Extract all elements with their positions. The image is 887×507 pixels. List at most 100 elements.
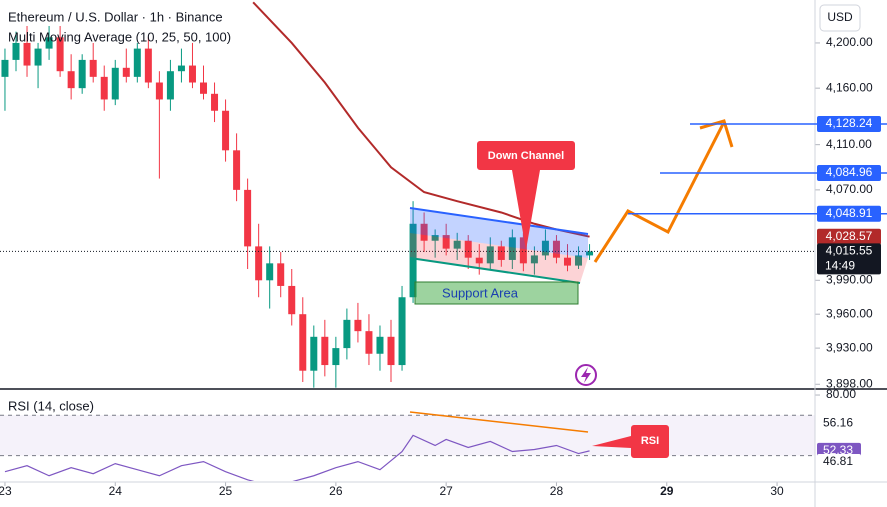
drawings: Support Area Down Channel RSI xyxy=(409,119,734,458)
candle-body xyxy=(188,65,196,83)
candle-body xyxy=(420,223,428,241)
projection-path xyxy=(593,123,725,263)
x-tick-label: 23 xyxy=(0,484,12,498)
candle-body xyxy=(1,59,9,77)
candle-body xyxy=(376,336,384,354)
candle-body xyxy=(299,314,307,371)
candle-body xyxy=(398,297,406,366)
candle-body xyxy=(56,37,64,72)
rsi-title: RSI (14, close) xyxy=(8,398,94,413)
candle-body xyxy=(233,150,241,190)
y-tick-label: 3,898.00 xyxy=(826,376,873,390)
candle-body xyxy=(541,240,549,256)
rsi-tag-label: 46.81 xyxy=(823,454,853,468)
candle-body xyxy=(431,235,439,241)
ma-tag-label: 4,028.57 xyxy=(826,229,873,243)
rsi-tag xyxy=(817,415,861,432)
channel-callout xyxy=(477,141,575,250)
candle-body xyxy=(277,263,285,286)
x-tick-label: 29 xyxy=(660,484,674,498)
rsi-callout xyxy=(592,425,669,458)
x-tick-label: 30 xyxy=(770,484,784,498)
candle-body xyxy=(365,331,373,354)
candle-body xyxy=(266,263,274,281)
candle-body xyxy=(12,42,20,60)
candle-body xyxy=(45,37,53,49)
rsi-tick-label: 80.00 xyxy=(826,387,856,401)
candle-body xyxy=(177,65,185,72)
y-tick-label: 4,070.00 xyxy=(826,182,873,196)
candle-body xyxy=(475,257,483,264)
candle-body xyxy=(255,246,263,281)
candle-body xyxy=(200,82,208,94)
candle-body xyxy=(122,67,130,77)
channel-top xyxy=(409,207,589,235)
candle-body xyxy=(464,240,472,258)
rsi-pane xyxy=(0,414,815,481)
x-tick-label: 25 xyxy=(219,484,233,498)
rsi-tag xyxy=(817,454,861,471)
chart-title: Ethereum / U.S. Dollar · 1h · Binance xyxy=(8,9,223,24)
candle-body xyxy=(563,257,571,266)
axes: 4,200.00 4,160.00 4,110.00 4,070.00 3,990.00… xyxy=(0,35,873,498)
x-tick-label: 26 xyxy=(329,484,343,498)
y-tick-label: 3,930.00 xyxy=(826,340,873,354)
candle-body xyxy=(343,319,351,349)
candle-body xyxy=(354,319,362,332)
chart-subtitle: Multi Moving Average (10, 25, 50, 100) xyxy=(8,29,231,44)
candle-body xyxy=(244,189,252,247)
x-tick-label: 28 xyxy=(550,484,564,498)
y-tick-label: 4,110.00 xyxy=(826,137,872,151)
rsi-band xyxy=(0,415,815,456)
projection-arrowhead xyxy=(699,119,734,148)
candle-body xyxy=(575,255,583,266)
support-label: Support Area xyxy=(442,285,519,300)
candle-body xyxy=(144,48,152,83)
channel-upper-fill xyxy=(410,208,588,258)
channel-bottom xyxy=(409,257,581,284)
channel-lower-fill xyxy=(410,233,588,283)
support-area xyxy=(414,281,579,305)
candle-body xyxy=(497,246,505,260)
y-tick-label: 3,990.00 xyxy=(826,272,873,286)
candle-body xyxy=(387,336,395,366)
candle-body xyxy=(222,110,230,151)
y-tick-label: 4,160.00 xyxy=(826,80,873,94)
y-tick-label: 4,200.00 xyxy=(826,35,873,49)
candle-body xyxy=(166,71,174,100)
moving-average xyxy=(252,1,590,238)
candle-body xyxy=(409,223,417,298)
last-price-label: 4,015.55 xyxy=(826,244,873,258)
candle-body xyxy=(530,255,538,264)
level-tag-label: 4,128.24 xyxy=(826,116,873,130)
y-tick-label: 3,960.00 xyxy=(826,306,873,320)
x-tick-label: 24 xyxy=(109,484,123,498)
flash-icon xyxy=(575,364,597,386)
candle-body xyxy=(586,251,594,256)
level-tag xyxy=(817,116,881,133)
candle-body xyxy=(78,59,86,89)
candle-body xyxy=(508,237,516,260)
ma-tag xyxy=(817,228,881,245)
level-tag-label: 4,084.96 xyxy=(826,165,873,179)
candle-body xyxy=(519,237,527,264)
candle-body xyxy=(34,48,42,66)
channel-callout-text: Down Channel xyxy=(488,150,564,162)
candle-body xyxy=(111,67,119,100)
candle-body xyxy=(67,71,75,89)
level-tag xyxy=(817,164,881,181)
rsi-tag-label: 56.16 xyxy=(823,415,853,429)
candle-body xyxy=(100,76,108,100)
candle-body xyxy=(155,82,163,100)
currency-box[interactable] xyxy=(819,4,861,32)
candle-body xyxy=(453,240,461,249)
flash-bolt xyxy=(581,367,591,383)
rsi-line xyxy=(4,434,590,481)
price-pane xyxy=(0,1,815,388)
candle-body xyxy=(552,240,560,258)
candle-body xyxy=(486,246,494,264)
level-tag-label: 4,048.91 xyxy=(826,206,873,220)
candle-body xyxy=(23,42,31,66)
candle-body xyxy=(442,235,450,249)
